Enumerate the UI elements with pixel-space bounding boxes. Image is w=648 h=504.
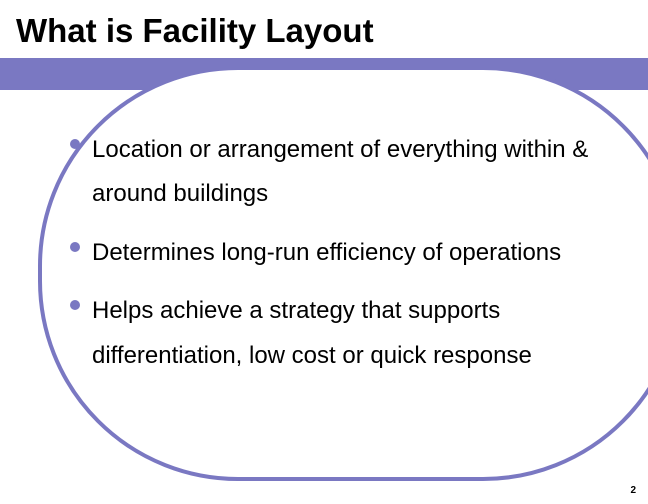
slide: What is Facility Layout Location or arra… — [0, 0, 648, 504]
bullet-text: Location or arrangement of everything wi… — [92, 128, 590, 217]
page-number: 2 — [630, 485, 636, 496]
list-item: Location or arrangement of everything wi… — [70, 128, 590, 217]
bullet-text: Helps achieve a strategy that supports d… — [92, 289, 590, 378]
bullet-icon — [70, 300, 80, 310]
bullet-text: Determines long-run efficiency of operat… — [92, 231, 561, 275]
bullet-icon — [70, 139, 80, 149]
list-item: Helps achieve a strategy that supports d… — [70, 289, 590, 378]
list-item: Determines long-run efficiency of operat… — [70, 231, 590, 275]
bullet-list: Location or arrangement of everything wi… — [70, 128, 590, 392]
slide-title: What is Facility Layout — [16, 12, 374, 50]
bullet-icon — [70, 242, 80, 252]
